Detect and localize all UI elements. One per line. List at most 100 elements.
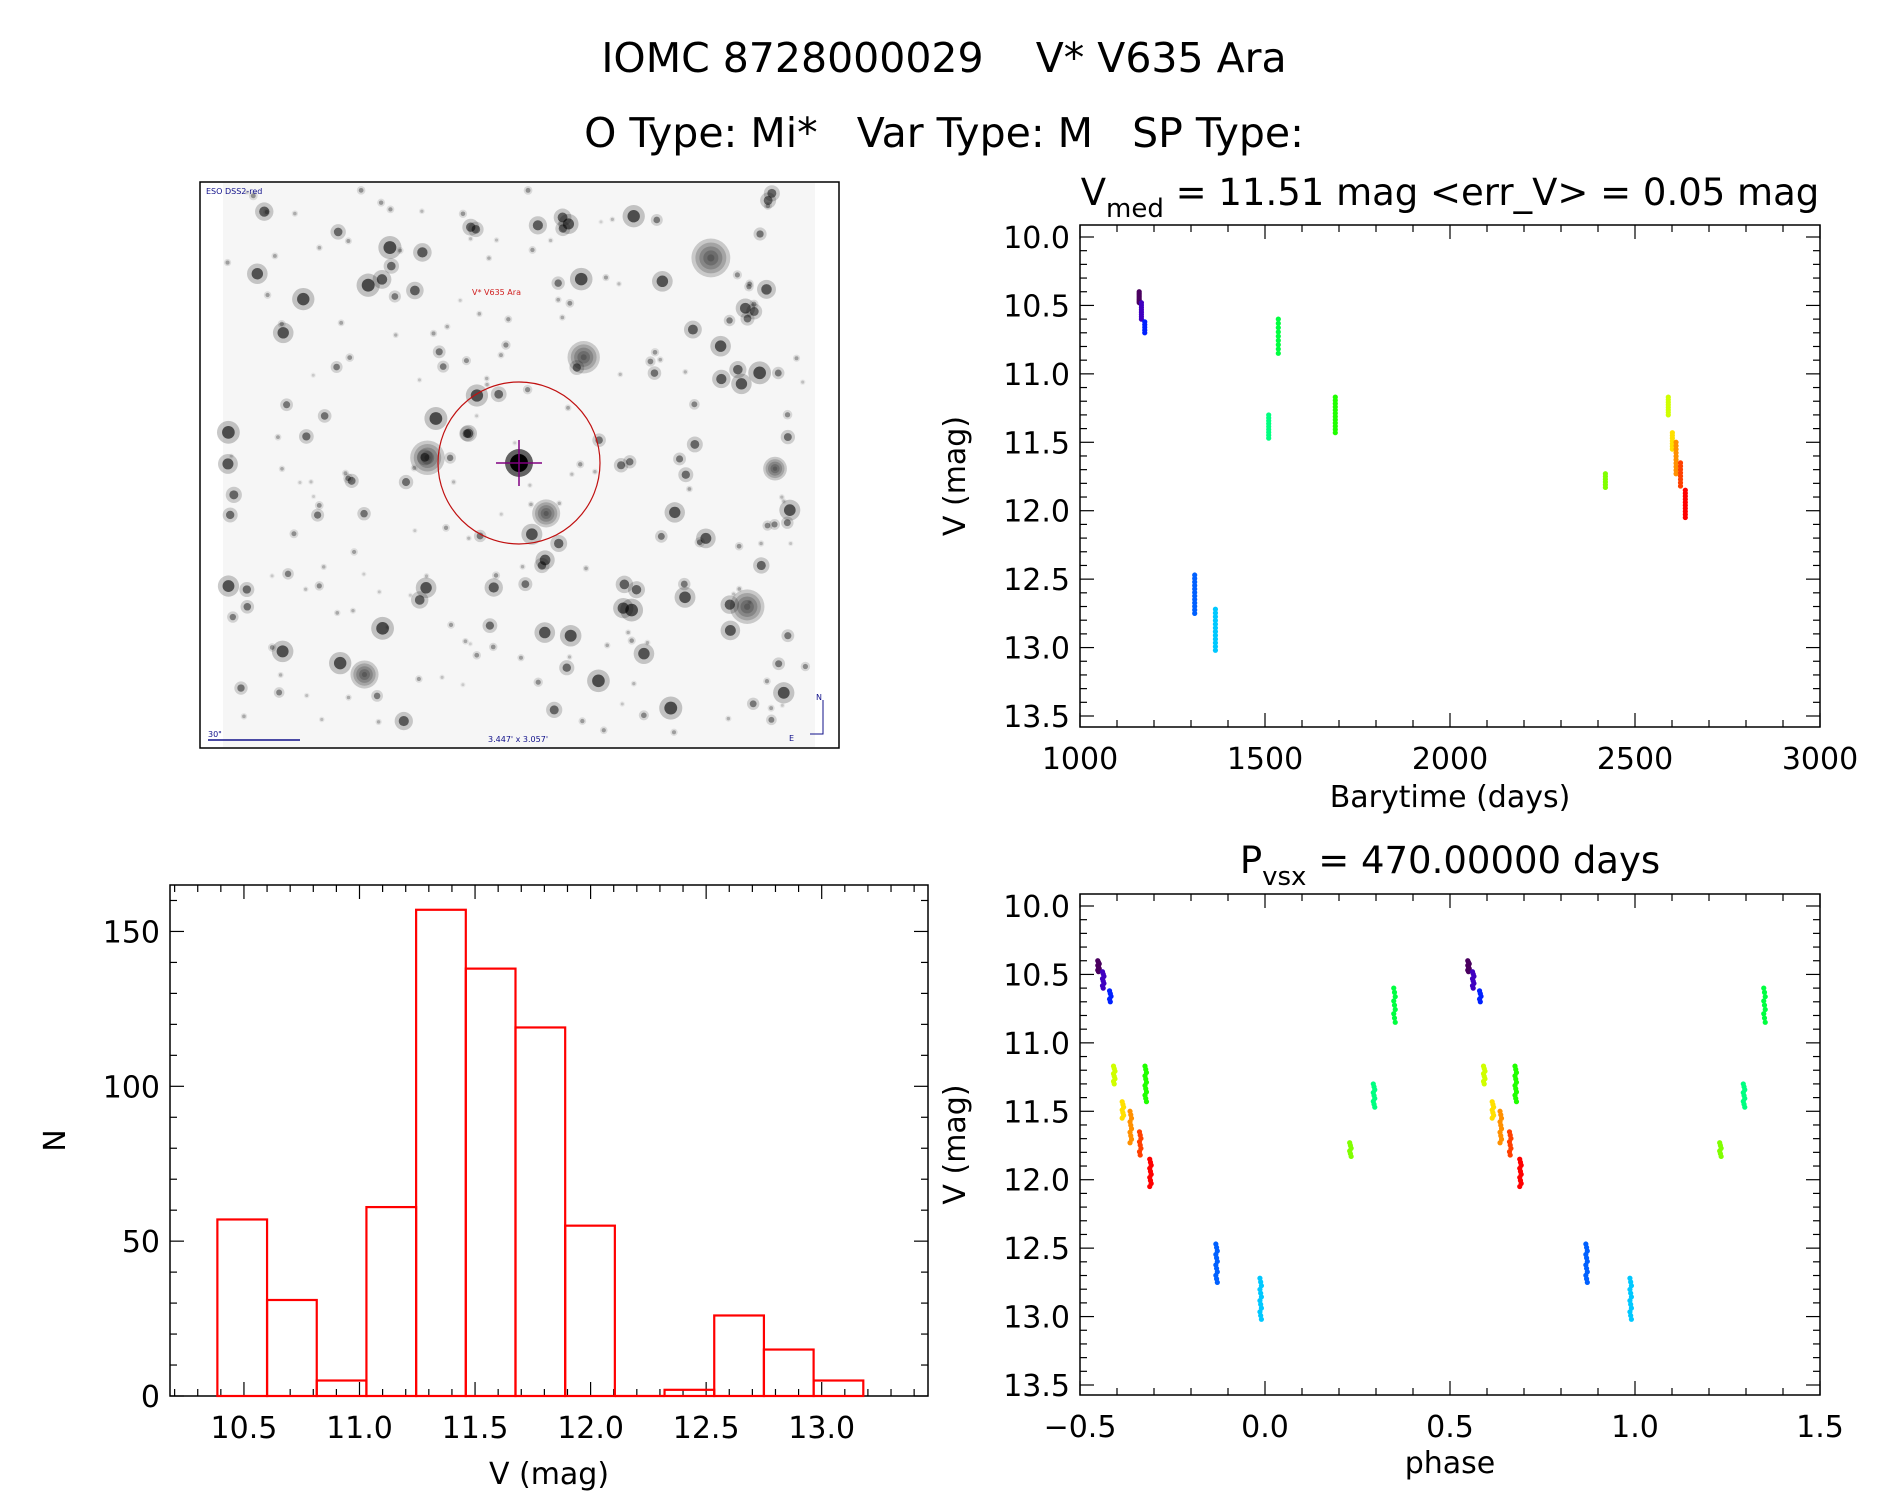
star bbox=[304, 587, 308, 591]
star bbox=[448, 622, 454, 628]
y-tick-label: 150 bbox=[103, 915, 160, 950]
star bbox=[335, 611, 340, 615]
north-label: N bbox=[816, 693, 822, 702]
star bbox=[645, 356, 656, 367]
star bbox=[520, 565, 525, 569]
phased-data-point bbox=[1391, 1011, 1397, 1017]
star bbox=[566, 654, 573, 660]
star bbox=[223, 258, 232, 267]
data-point bbox=[1212, 636, 1219, 642]
star bbox=[317, 409, 332, 423]
star bbox=[765, 459, 785, 479]
star bbox=[650, 369, 659, 377]
star bbox=[696, 539, 703, 546]
star bbox=[794, 356, 799, 361]
scale-label: 30" bbox=[208, 730, 222, 739]
histogram-bar bbox=[812, 1379, 865, 1398]
phased-data-point bbox=[1391, 998, 1397, 1004]
data-point bbox=[1332, 430, 1338, 436]
star bbox=[566, 405, 570, 410]
star bbox=[356, 666, 373, 683]
star bbox=[753, 366, 766, 380]
star bbox=[771, 521, 778, 528]
star bbox=[228, 453, 235, 459]
y-tick-label: 11.5 bbox=[1003, 426, 1070, 461]
star bbox=[250, 193, 256, 199]
star bbox=[599, 220, 603, 224]
star bbox=[681, 470, 690, 479]
star bbox=[735, 378, 748, 390]
star bbox=[272, 254, 277, 258]
star bbox=[554, 279, 562, 287]
star bbox=[703, 250, 719, 266]
star bbox=[518, 655, 523, 660]
target-circle bbox=[437, 381, 601, 545]
star bbox=[749, 307, 759, 316]
data-point bbox=[1669, 446, 1675, 452]
data-point bbox=[1275, 346, 1281, 352]
phased-data-point bbox=[1391, 985, 1397, 991]
phased-data-point bbox=[1718, 1153, 1724, 1160]
star bbox=[678, 577, 691, 591]
data-point bbox=[1602, 484, 1609, 491]
star bbox=[671, 730, 677, 735]
histogram-bar bbox=[365, 1205, 418, 1398]
star bbox=[724, 625, 736, 636]
star bbox=[522, 384, 533, 395]
star bbox=[269, 573, 275, 579]
star bbox=[305, 693, 309, 698]
star bbox=[273, 687, 285, 698]
star bbox=[458, 209, 468, 218]
star bbox=[320, 412, 329, 420]
star bbox=[345, 694, 352, 701]
star bbox=[229, 454, 233, 458]
star bbox=[762, 520, 773, 531]
star bbox=[242, 585, 252, 594]
star bbox=[534, 502, 558, 525]
star bbox=[476, 310, 483, 318]
star bbox=[647, 358, 654, 365]
star bbox=[398, 248, 403, 253]
star bbox=[743, 603, 751, 610]
star bbox=[237, 684, 245, 692]
star bbox=[278, 673, 283, 677]
histogram-bar bbox=[464, 967, 517, 1398]
star bbox=[518, 577, 533, 592]
data-point bbox=[1142, 330, 1148, 336]
star bbox=[378, 200, 384, 205]
histogram-plot: 10.5 11.0 11.5 12.0 12.5 13.0 0 50 100 150 V (mag)… bbox=[38, 884, 929, 1492]
star bbox=[460, 211, 466, 217]
phased-data-point bbox=[1507, 1152, 1513, 1158]
star bbox=[477, 312, 482, 316]
star bbox=[757, 540, 765, 547]
star bbox=[577, 350, 591, 364]
star bbox=[316, 583, 322, 589]
star bbox=[506, 317, 511, 322]
phased-data-point bbox=[1762, 994, 1768, 1000]
star bbox=[780, 495, 784, 499]
star bbox=[572, 363, 581, 372]
star bbox=[616, 280, 622, 287]
x-tick-label: 13.0 bbox=[788, 1411, 855, 1446]
star bbox=[446, 454, 454, 462]
star bbox=[263, 208, 271, 216]
star bbox=[376, 274, 388, 285]
star bbox=[678, 467, 694, 483]
y-tick-label: 10.0 bbox=[1003, 890, 1070, 925]
star bbox=[772, 657, 786, 671]
star bbox=[617, 461, 626, 470]
data-point bbox=[1212, 614, 1219, 620]
star bbox=[375, 718, 382, 726]
star bbox=[564, 629, 577, 642]
star bbox=[248, 191, 258, 201]
star bbox=[761, 284, 772, 295]
phased-data-point bbox=[1761, 989, 1768, 995]
star bbox=[222, 426, 235, 439]
star bbox=[559, 314, 566, 321]
star bbox=[243, 602, 252, 611]
phased-data-point bbox=[1470, 985, 1476, 991]
star bbox=[352, 549, 357, 555]
phased-data-point bbox=[1391, 1002, 1398, 1008]
star bbox=[657, 532, 665, 540]
histogram-bar bbox=[663, 1388, 716, 1398]
